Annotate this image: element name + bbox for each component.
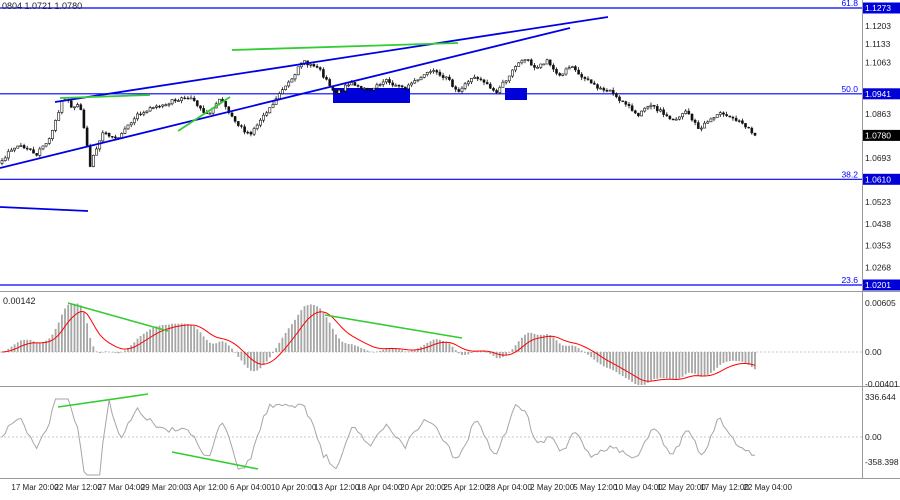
time-axis-label: 10 Apr 20:00 (271, 483, 317, 492)
current-price-tag: 1.0780 (865, 130, 891, 140)
fib-price-tag: 1.0201 (865, 280, 891, 290)
price-axis-label: 1.1203 (865, 21, 891, 31)
price-axis-label: 1.0693 (865, 153, 891, 163)
time-axis-label: 17 May 12:00 (700, 483, 749, 492)
fib-level-label: 50.0 (841, 84, 858, 94)
price-axis-label: 1.1063 (865, 57, 891, 67)
price-axis-label: 1.1133 (865, 39, 891, 49)
indicator-axis-label: 0.00 (865, 432, 882, 442)
trendlines[interactable] (0, 16, 609, 212)
fib-price-tag: 1.0941 (865, 89, 891, 99)
ohlc-readout: 0804 1.0721 1.0780 (2, 1, 83, 11)
price-tag-bg (863, 279, 900, 291)
highlight-rectangle[interactable] (333, 88, 410, 103)
time-axis-label: 10 May 04:00 (614, 483, 663, 492)
trendline[interactable] (0, 27, 571, 169)
price-tag-bg (863, 2, 900, 14)
indicator1-value: 0.00142 (3, 296, 36, 306)
time-axis-label: 20 Apr 20:00 (400, 483, 446, 492)
price-axis-label: 1.0438 (865, 219, 891, 229)
indicator-axis-label: 0.00 (865, 347, 882, 357)
fib-level-label: 23.6 (841, 275, 858, 285)
price-axis-label: 1.0523 (865, 197, 891, 207)
time-axis-label: 18 Apr 04:00 (357, 483, 403, 492)
fib-price-tag: 1.0610 (865, 174, 891, 184)
macd-signal-line (1, 310, 756, 382)
time-axis-label: 2 May 20:00 (530, 483, 575, 492)
candlesticks (0, 58, 757, 168)
highlight-rectangles[interactable] (333, 88, 527, 103)
time-axis-label: 13 Apr 12:00 (314, 483, 360, 492)
time-axis-label: 5 May 12:00 (573, 483, 618, 492)
price-axis[interactable]: 1.1273 1.1203 1.1133 1.1063 1.0941 1.0863 1.07… (863, 2, 900, 291)
trendline[interactable] (171, 451, 259, 470)
time-axis-label: 12 May 20:00 (657, 483, 706, 492)
fib-level-label: 61.8 (841, 0, 858, 8)
time-axis-label: 22 Mar 12:00 (55, 483, 103, 492)
time-axis-label: 27 Mar 04:00 (98, 483, 146, 492)
price-axis-label: 1.0863 (865, 109, 891, 119)
price-axis-label: 1.0268 (865, 263, 891, 273)
trendline[interactable] (231, 42, 459, 51)
trendline[interactable] (324, 314, 463, 339)
trendline[interactable] (177, 96, 231, 132)
fib-level-label: 38.2 (841, 169, 858, 179)
time-axis-label: 28 Apr 04:00 (486, 483, 532, 492)
trendline[interactable] (57, 393, 149, 408)
time-axis-label: 3 Apr 12:00 (187, 483, 228, 492)
time-axis-label: 25 Apr 12:00 (443, 483, 489, 492)
highlight-rectangle[interactable] (505, 88, 527, 100)
panel-separators (0, 0, 900, 479)
time-axis-label: 17 Mar 20:00 (11, 483, 59, 492)
price-tag-bg (863, 129, 900, 141)
oscillator-panel (1, 393, 756, 476)
price-axis-label: 1.0353 (865, 241, 891, 251)
indicator-axis-label: -358.398 (865, 457, 899, 467)
fib-levels[interactable]: 61.8 50.0 38.2 23.6 (0, 0, 862, 286)
indicator-axis-label: 336.644 (865, 392, 896, 402)
price-tag-bg (863, 88, 900, 100)
macd-panel (1, 302, 756, 385)
time-axis-label: 22 May 04:00 (743, 483, 792, 492)
trendline[interactable] (59, 94, 151, 99)
time-axis-label: 6 Apr 04:00 (230, 483, 271, 492)
time-axis-label: 29 Mar 20:00 (141, 483, 189, 492)
trendline[interactable] (54, 16, 609, 103)
indicator-axis-label: 0.00605 (865, 298, 896, 308)
price-tag-bg (863, 173, 900, 185)
fib-price-tag: 1.1273 (865, 3, 891, 13)
trendline[interactable] (67, 302, 169, 332)
trendline[interactable] (0, 206, 89, 212)
indicator-axes: 0.00605 0.00 -0.00401 336.644 0.00 -358.398 (865, 298, 899, 467)
indicator-axis-label: -0.00401 (865, 379, 899, 389)
oscillator-line (1, 398, 756, 476)
